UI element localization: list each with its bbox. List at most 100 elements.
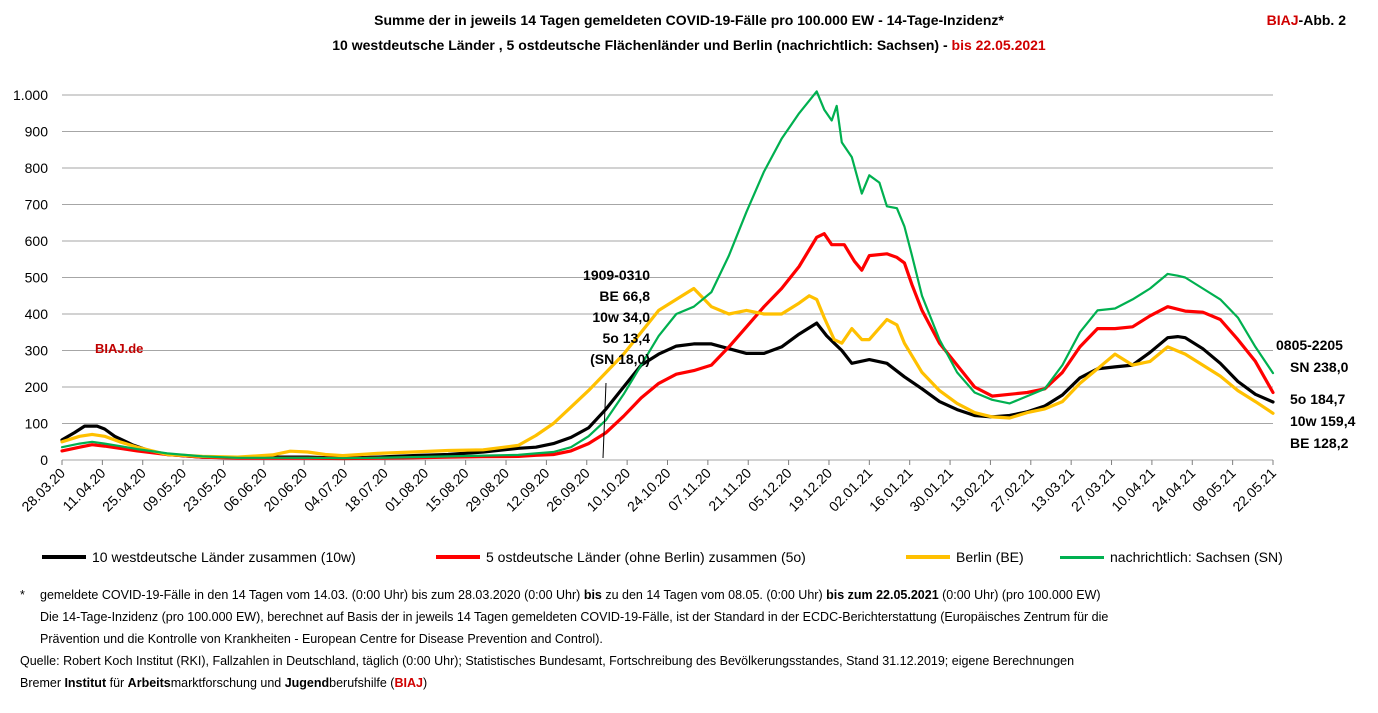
badge-figure-number: -Abb. 2 [1298, 12, 1346, 28]
x-tick-label: 23.05.20 [180, 465, 230, 515]
footnote-text: gemeldete COVID-19-Fälle in den 14 Tagen… [40, 588, 584, 602]
y-tick-label: 1.000 [13, 87, 48, 103]
annotation-end-5o: 5o 184,7 [1290, 391, 1346, 407]
figure-badge: BIAJ-Abb. 2 [1267, 12, 1346, 28]
x-tick-label: 01.08.20 [382, 465, 432, 515]
series-line-10w [60, 321, 1275, 460]
x-tick-label: 25.04.20 [99, 465, 149, 515]
x-tick-label: 13.03.21 [1027, 465, 1077, 515]
y-tick-label: 900 [25, 124, 49, 140]
badge-biaj: BIAJ [1266, 12, 1299, 28]
legend-label-sn: nachrichtlich: Sachsen (SN) [1110, 549, 1283, 565]
subtitle-date: bis 22.05.2021 [951, 37, 1046, 53]
legend-label-be: Berlin (BE) [956, 549, 1024, 565]
y-tick-label: 400 [25, 306, 49, 322]
footnote-bold: bis zum 22.05.2021 [826, 588, 939, 602]
x-tick-label: 16.01.21 [866, 465, 916, 515]
watermark-site: BIAJ.de [95, 341, 144, 356]
y-gridlines [62, 94, 1273, 461]
chart-subtitle: 10 westdeutsche Länder , 5 ostdeutsche F… [0, 37, 1378, 53]
legend-item-10w: 10 westdeutsche Länder zusammen (10w) [42, 549, 356, 565]
publisher-text: Bremer [20, 676, 65, 690]
chart-title: Summe der in jeweils 14 Tagen gemeldeten… [374, 12, 1004, 28]
footnote-line-3: Prävention und die Kontrolle von Krankhe… [40, 632, 603, 646]
legend-swatch-10w [42, 555, 86, 559]
y-tick-label: 0 [40, 452, 48, 468]
legend-item-be: Berlin (BE) [906, 549, 1024, 565]
legend-label-10w: 10 westdeutsche Länder zusammen (10w) [92, 549, 356, 565]
x-tick-label: 10.04.21 [1108, 465, 1158, 515]
x-tick-label: 24.10.20 [624, 465, 674, 515]
publisher-bold: Institut [64, 676, 107, 690]
series-lines [60, 90, 1275, 461]
footnote-bold: bis [583, 588, 602, 602]
footnotes: * gemeldete COVID-19-Fälle in den 14 Tage… [20, 584, 1360, 694]
y-tick-label: 700 [25, 197, 49, 213]
footnote-star: * [20, 588, 25, 602]
x-tick-label: 26.09.20 [543, 465, 593, 515]
x-tick-label: 30.01.21 [906, 465, 956, 515]
annotation-pointer [602, 382, 607, 459]
footnote-line-2: Die 14-Tage-Inzidenz (pro 100.000 EW), b… [40, 610, 1109, 624]
x-tick-label: 15.08.20 [422, 465, 472, 515]
y-tick-label: 500 [25, 270, 49, 286]
series-line-be [60, 286, 1275, 459]
x-tick-label: 20.06.20 [260, 465, 310, 515]
x-tick-label: 24.04.21 [1149, 465, 1199, 515]
source-line: Quelle: Robert Koch Institut (RKI), Fall… [20, 654, 1075, 668]
x-tick-label: 13.02.21 [947, 465, 997, 515]
legend-swatch-be [906, 555, 950, 559]
footnote-text: (0:00 Uhr) (pro 100.000 EW) [938, 588, 1101, 602]
x-tick-label: 05.12.20 [745, 465, 795, 515]
legend: 10 westdeutsche Länder zusammen (10w) 5 … [0, 549, 1378, 571]
subtitle-main: 10 westdeutsche Länder , 5 ostdeutsche F… [332, 37, 952, 53]
x-tick-label: 19.12.20 [785, 465, 835, 515]
annotation-mid: 1909-0310 BE 66,8 10w 34,0 5o 13,4 (SN 1… [540, 265, 650, 370]
publisher-bold: Jugend [284, 676, 330, 690]
x-tick-label: 09.05.20 [139, 465, 189, 515]
y-tick-label: 300 [25, 343, 49, 359]
publisher-text: ) [422, 676, 428, 690]
publisher-text: für [106, 676, 128, 690]
x-tick-label: 10.10.20 [583, 465, 633, 515]
legend-item-5o: 5 ostdeutsche Länder (ohne Berlin) zusam… [436, 549, 806, 565]
annotation-mid-be: BE 66,8 [599, 288, 650, 304]
publisher-line: Bremer Institut für Arbeitsmarktforschun… [20, 672, 1360, 694]
annotation-mid-5o: 5o 13,4 [602, 330, 650, 346]
y-axis: 0 100 200 300 400 500 600 700 800 900 1.000 [13, 87, 48, 468]
x-tick-label: 22.05.21 [1229, 465, 1279, 515]
annotation-end-period: 0805-2205 [1276, 337, 1343, 353]
series-line-5o [60, 232, 1275, 461]
legend-item-sn: nachrichtlich: Sachsen (SN) [1060, 549, 1283, 565]
annotation-mid-10w: 10w 34,0 [592, 309, 650, 325]
x-tick-label: 02.01.21 [826, 465, 876, 515]
x-tick-label: 12.09.20 [503, 465, 553, 515]
annotation-end: 0805-2205 SN 238,0 5o 184,7 10w 159,4 BE… [1276, 334, 1368, 454]
annotation-end-sn: SN 238,0 [1290, 359, 1349, 375]
y-tick-label: 200 [25, 379, 49, 395]
x-tick-label: 04.07.20 [301, 465, 351, 515]
x-tick-label: 29.08.20 [462, 465, 512, 515]
y-tick-label: 800 [25, 160, 49, 176]
x-tick-label: 08.05.21 [1189, 465, 1239, 515]
publisher-text: marktforschung und [170, 676, 285, 690]
series-line-sn [60, 90, 1275, 460]
annotation-mid-period: 1909-0310 [583, 267, 650, 283]
x-axis: 28.03.2011.04.2025.04.2009.05.2023.05.20… [18, 460, 1279, 515]
legend-label-5o: 5 ostdeutsche Länder (ohne Berlin) zusam… [486, 549, 806, 565]
publisher-bold: Arbeits [127, 676, 171, 690]
x-tick-label: 28.03.20 [18, 465, 68, 515]
x-tick-label: 27.02.21 [987, 465, 1037, 515]
y-tick-label: 600 [25, 233, 49, 249]
x-tick-label: 07.11.20 [665, 465, 714, 514]
publisher-biaj: BIAJ [394, 676, 423, 690]
x-tick-label: 18.07.20 [341, 465, 391, 515]
annotation-mid-sn: (SN 18,0) [590, 351, 650, 367]
x-tick-label: 27.03.21 [1068, 465, 1118, 515]
footnote-line-1: * gemeldete COVID-19-Fälle in den 14 Tage… [20, 584, 1360, 606]
legend-swatch-sn [1060, 555, 1104, 559]
publisher-text: berufshilfe ( [329, 676, 395, 690]
annotation-end-be: BE 128,2 [1290, 435, 1349, 451]
annotation-end-10w: 10w 159,4 [1290, 413, 1356, 429]
